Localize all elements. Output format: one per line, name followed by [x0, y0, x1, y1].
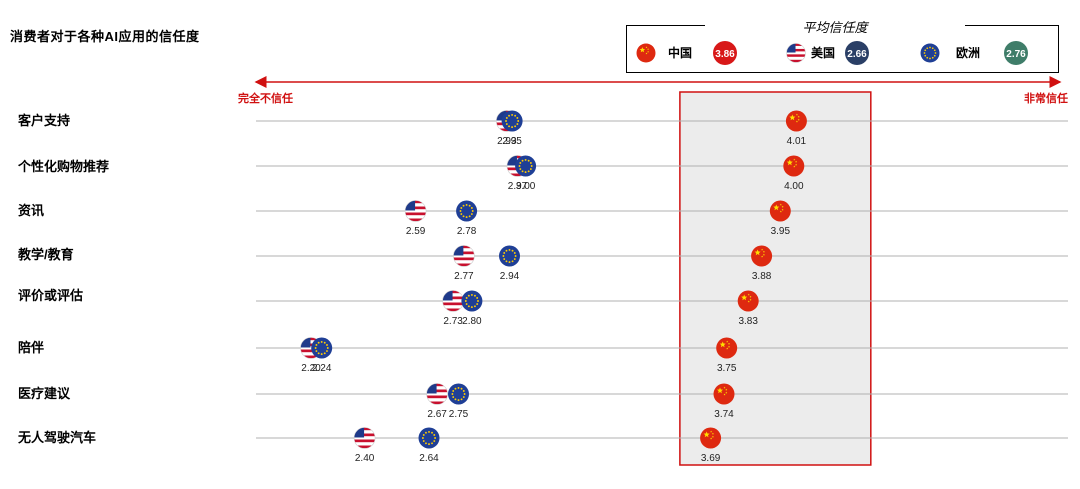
value-label: 3.83 [738, 316, 758, 327]
value-label: 4.00 [784, 181, 804, 192]
point-usa-flag [426, 383, 448, 405]
chart-title: 消费者对于各种AI应用的信任度 [10, 29, 200, 44]
axis-min-label: 完全不信任 [238, 93, 293, 105]
value-label: 3.95 [771, 226, 791, 237]
point-eu-flag [499, 245, 520, 267]
point-usa-flag [453, 245, 475, 267]
point-usa-flag [353, 427, 376, 449]
category-label: 评价或评估 [18, 288, 84, 303]
legend-china-flag-icon [636, 43, 656, 63]
value-label: 2.59 [406, 226, 426, 237]
value-label: 2.20 [301, 363, 321, 374]
legend-average-value: 2.76 [1006, 49, 1026, 60]
value-label: 2.94 [500, 271, 520, 282]
category-label: 客户支持 [18, 113, 71, 128]
legend-series-name: 中国 [668, 45, 692, 60]
value-label: 2.78 [457, 226, 477, 237]
point-eu-flag [311, 337, 333, 359]
value-label: 4.01 [787, 136, 807, 147]
legend-series-name: 美国 [811, 45, 835, 60]
value-label: 3.00 [516, 181, 536, 192]
legend-usa-flag-icon [786, 43, 806, 63]
point-usa-flag [442, 290, 464, 312]
value-label: 2.67 [427, 409, 447, 420]
legend-average-badge [713, 41, 737, 65]
value-label: 3.69 [701, 453, 721, 464]
point-china-flag [716, 337, 738, 359]
value-label: 2.64 [419, 453, 439, 464]
legend-series-name: 欧洲 [956, 45, 980, 60]
legend-average-value: 2.66 [847, 49, 867, 60]
value-label: 2.40 [355, 453, 375, 464]
category-label: 资讯 [18, 203, 45, 218]
value-label: 3.74 [714, 409, 734, 420]
point-eu-flag [461, 290, 483, 312]
value-label: 3.75 [717, 363, 737, 374]
value-label: 2.80 [462, 316, 482, 327]
value-label: 2.95 [502, 136, 522, 147]
point-china-flag [769, 200, 791, 222]
category-label: 教学/教育 [18, 247, 74, 262]
value-label: 2.97 [508, 181, 528, 192]
highlight-band [679, 91, 872, 466]
point-china-flag [783, 155, 805, 177]
value-label: 2.73 [443, 316, 463, 327]
point-china-flag [785, 110, 807, 132]
value-label: 2.77 [454, 271, 474, 282]
axis-max-label: 非常信任 [1024, 93, 1068, 105]
category-label: 医疗建议 [18, 386, 71, 401]
point-china-flag [700, 427, 722, 449]
category-label: 陪伴 [18, 340, 45, 355]
value-label: 2.75 [449, 409, 469, 420]
value-label: 3.88 [752, 271, 772, 282]
point-eu-flag [515, 155, 537, 177]
legend-average-badge [1004, 41, 1028, 65]
point-usa-flag [404, 200, 427, 222]
legend-title: 平均信任度 [705, 17, 965, 36]
legend-average-value: 3.86 [715, 49, 735, 60]
point-eu-flag [448, 383, 469, 405]
point-china-flag [737, 290, 759, 312]
point-china-flag [751, 245, 773, 267]
legend-average-badge [845, 41, 869, 65]
category-label: 无人驾驶汽车 [18, 430, 97, 445]
point-eu-flag [501, 110, 523, 132]
legend-eu-flag-icon [920, 43, 940, 63]
category-label: 个性化购物推荐 [18, 159, 110, 174]
point-eu-flag [418, 427, 440, 449]
point-china-flag [713, 383, 735, 405]
value-label: 2.93 [497, 136, 517, 147]
point-eu-flag [456, 200, 478, 222]
value-label: 2.24 [312, 363, 332, 374]
